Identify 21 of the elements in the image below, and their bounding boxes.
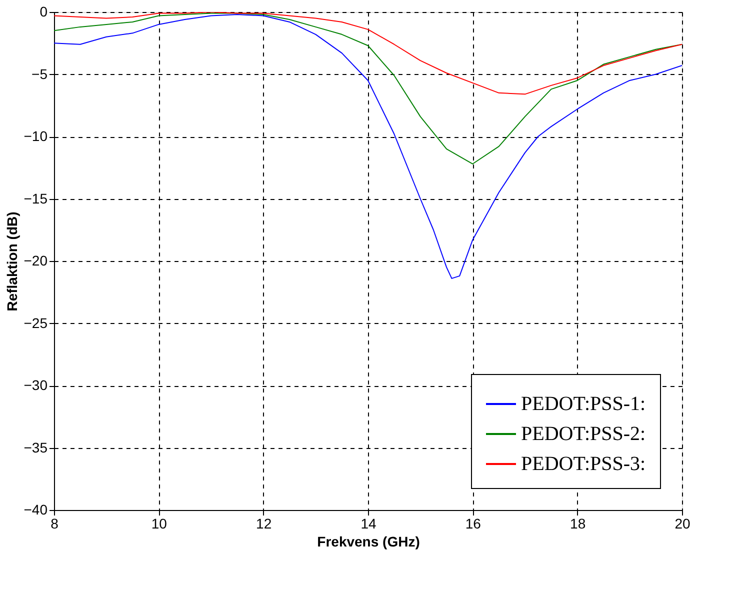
y-tick-label: −40 <box>24 502 48 518</box>
y-tick-label: −35 <box>24 439 48 456</box>
x-tick-label: 8 <box>50 516 59 532</box>
y-tick-label: −25 <box>24 314 48 331</box>
x-tick-label: 14 <box>360 516 376 532</box>
x-tick-label: 20 <box>674 516 690 532</box>
x-tick-label: 16 <box>465 516 482 532</box>
y-axis-title: Reflaktion (dB) <box>4 212 20 312</box>
x-tick-label: 12 <box>256 516 272 532</box>
legend-label: PEDOT:PSS-2: <box>521 423 646 445</box>
x-tick-label: 10 <box>151 516 168 532</box>
y-tick-label: −20 <box>24 252 48 268</box>
y-tick-label: −30 <box>24 377 48 393</box>
x-tick-label: 18 <box>570 516 586 532</box>
y-tick-label: 0 <box>40 4 48 20</box>
legend-label: PEDOT:PSS-3: <box>521 453 646 475</box>
y-tick-label: −15 <box>24 190 48 206</box>
x-axis-title: Frekvens (GHz) <box>317 534 420 550</box>
y-tick-label: −5 <box>32 66 48 82</box>
legend-label: PEDOT:PSS-1: <box>521 393 646 415</box>
y-tick-label: −10 <box>24 128 48 144</box>
